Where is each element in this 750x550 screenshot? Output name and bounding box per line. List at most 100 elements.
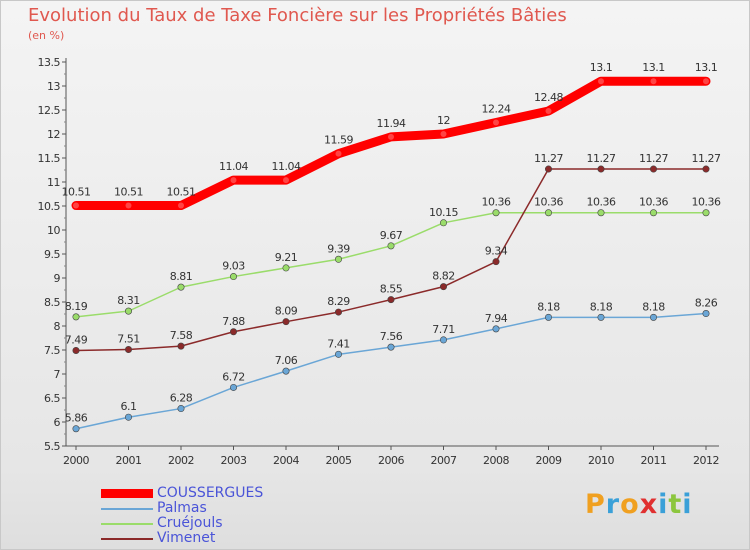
x-tick-label: 2004 [273,454,299,467]
legend-swatch [101,537,153,540]
data-label: 10.36 [482,196,511,209]
data-point [650,78,657,85]
y-tick-label: 6.5 [44,392,60,405]
legend-item: COUSSERGUES [101,486,263,501]
y-tick-label: 11.5 [38,152,61,165]
data-point [283,177,289,184]
data-point [493,119,499,126]
data-point [72,425,80,433]
data-label: 7.49 [65,333,88,346]
y-tick-label: 7.5 [44,344,60,357]
data-point [387,343,395,351]
data-label: 7.56 [380,330,403,343]
data-label: 9.21 [275,251,298,264]
logo-letter: P [585,489,606,520]
data-point [597,313,605,321]
data-point [282,367,290,375]
logo-letter: r [605,489,621,520]
data-point [439,219,447,227]
data-label: 11.59 [324,134,353,147]
data-point [703,78,709,85]
data-label: 12.24 [482,102,511,115]
y-tick-label: 7 [54,368,61,381]
y-tick-label: 10.5 [38,200,61,213]
y-tick-label: 8 [54,320,61,333]
data-label: 10.51 [114,186,143,199]
data-point [702,209,710,217]
series-coussergues: 10.51 10.51 10.51 11.04 11.04 11.59 11.94 12 12.… [62,61,718,211]
data-label: 10.51 [167,186,196,199]
data-point [125,346,133,354]
legend-swatch [101,489,153,498]
data-point [72,346,80,354]
data-label: 9.03 [222,260,245,273]
data-point [388,133,394,140]
y-tick-label: 6 [54,416,61,429]
x-tick-label: 2009 [536,454,562,467]
data-point [439,336,447,344]
data-label: 8.09 [275,305,298,318]
data-point [177,342,185,350]
data-label: 10.36 [534,196,563,209]
data-point [125,413,133,421]
series-cruejouls: 8.19 8.31 8.81 9.03 9.21 9.39 9.67 10.15 10.36 10… [65,196,721,321]
y-tick-label: 9 [54,272,61,285]
legend-swatch [101,522,153,525]
data-point [492,325,500,333]
data-point [649,209,657,217]
data-point [282,318,290,326]
data-label: 8.19 [65,300,88,313]
data-label: 6.1 [121,400,137,413]
data-label: 12.48 [534,91,563,104]
data-label: 7.88 [222,315,245,328]
data-label: 7.06 [275,354,298,367]
data-point [335,150,342,157]
data-point [230,328,238,336]
data-label: 10.15 [429,206,458,219]
y-tick-label: 9.5 [44,248,60,261]
data-label: 11.27 [587,152,616,165]
data-point [439,283,447,291]
chart-unit-label: (en %) [28,29,65,42]
legend: COUSSERGUES Palmas Cruéjouls Vimenet [101,486,263,546]
data-label: 8.82 [432,270,455,283]
logo-letter: o [620,489,640,520]
y-tick-label: 8.5 [44,296,60,309]
logo-letter: i [658,489,669,520]
logo-letter: x [639,489,659,520]
data-label: 11.04 [272,160,301,173]
data-point [230,383,238,391]
proxiti-logo: Proxiti [585,489,693,520]
legend-swatch [101,507,153,510]
data-label: 10.36 [639,196,668,209]
data-label: 11.94 [377,117,406,130]
data-point [544,209,552,217]
data-point [230,273,238,281]
data-point [177,283,185,291]
data-label: 8.55 [380,283,403,296]
data-point [544,165,552,173]
data-label: 11.04 [219,160,248,173]
data-label: 7.94 [485,312,508,325]
data-point [597,209,605,217]
y-tick-label: 5.5 [44,440,60,453]
x-tick-label: 2000 [63,454,89,467]
data-label: 11.27 [639,152,668,165]
x-tick-label: 2007 [431,454,457,467]
x-tick-label: 2011 [641,454,667,467]
x-tick-label: 2002 [168,454,194,467]
legend-item: Palmas [101,501,263,516]
legend-label: Palmas [157,500,207,516]
data-label: 7.58 [170,329,193,342]
data-point [492,258,500,266]
logo-letter: i [682,489,693,520]
legend-label: Cruéjouls [157,515,223,531]
data-label: 8.18 [537,300,560,313]
data-point [334,255,342,263]
data-label: 11.27 [692,152,721,165]
legend-item: Vimenet [101,531,263,546]
data-point [125,307,133,315]
data-point [702,165,710,173]
legend-label: COUSSERGUES [157,485,264,501]
data-label: 12 [437,114,450,127]
